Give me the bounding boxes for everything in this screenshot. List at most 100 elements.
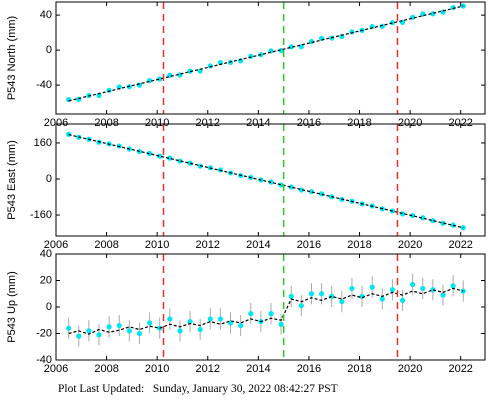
x-tick-label: 2008 bbox=[94, 117, 118, 129]
data-point bbox=[167, 155, 173, 161]
data-point bbox=[177, 158, 183, 164]
data-point bbox=[288, 293, 294, 299]
y-tick-label: 0 bbox=[46, 173, 52, 185]
x-tick-label: 2020 bbox=[398, 239, 422, 251]
x-tick-label: 2022 bbox=[448, 117, 472, 129]
data-point bbox=[278, 321, 284, 327]
data-point bbox=[318, 191, 325, 197]
data-point bbox=[136, 330, 143, 337]
data-point bbox=[177, 328, 183, 334]
data-point bbox=[187, 68, 193, 74]
data-point bbox=[349, 285, 355, 292]
model-line bbox=[68, 5, 464, 102]
data-point bbox=[167, 316, 173, 322]
data-point bbox=[399, 211, 406, 217]
y-tick-label: 0 bbox=[46, 44, 52, 56]
data-point bbox=[66, 131, 72, 137]
data-point bbox=[207, 316, 213, 322]
x-tick-label: 2008 bbox=[94, 239, 118, 251]
data-point bbox=[339, 299, 345, 305]
y-tick-label: -40 bbox=[36, 79, 52, 91]
data-point bbox=[430, 218, 436, 224]
x-tick-label: 2010 bbox=[145, 239, 169, 251]
data-point bbox=[399, 297, 406, 303]
data-point bbox=[389, 19, 396, 26]
x-tick-label: 2006 bbox=[44, 363, 68, 375]
data-point bbox=[217, 316, 224, 322]
x-tick-label: 2016 bbox=[297, 363, 321, 375]
data-point bbox=[76, 333, 82, 339]
data-point bbox=[450, 5, 456, 11]
data-point bbox=[278, 182, 284, 188]
data-point bbox=[207, 63, 213, 69]
x-tick-label: 2014 bbox=[246, 239, 270, 251]
data-point bbox=[116, 322, 122, 329]
x-tick-label: 2008 bbox=[94, 363, 118, 375]
data-point bbox=[106, 87, 112, 93]
x-tick-label: 2016 bbox=[297, 117, 321, 129]
plot-frame bbox=[55, 1, 486, 115]
data-point bbox=[96, 92, 102, 98]
x-tick-label: 2018 bbox=[347, 117, 371, 129]
data-point bbox=[197, 326, 203, 333]
data-point bbox=[268, 311, 274, 317]
y-tick-label: -40 bbox=[36, 354, 52, 366]
x-tick-label: 2010 bbox=[145, 363, 169, 375]
data-point bbox=[146, 150, 153, 157]
footer: Plot Last Updated: Sunday, January 30, 2… bbox=[58, 383, 338, 395]
data-point bbox=[440, 292, 446, 298]
y-tick-label: 0 bbox=[46, 301, 52, 313]
data-point bbox=[349, 29, 355, 35]
data-point bbox=[440, 220, 446, 226]
x-tick-label: 2012 bbox=[196, 363, 220, 375]
data-point bbox=[298, 303, 304, 309]
y-tick-label: -160 bbox=[30, 209, 52, 221]
x-tick-label: 2006 bbox=[44, 239, 68, 251]
data-point bbox=[308, 291, 315, 297]
x-tick-label: 2020 bbox=[398, 117, 422, 129]
data-point bbox=[187, 318, 193, 325]
y-tick-label: 20 bbox=[40, 274, 52, 286]
model-line bbox=[68, 287, 464, 335]
data-point bbox=[157, 153, 163, 159]
x-tick-label: 2022 bbox=[448, 239, 472, 251]
data-point bbox=[96, 332, 102, 338]
data-point bbox=[379, 296, 385, 302]
data-point bbox=[248, 311, 254, 317]
data-point bbox=[329, 293, 335, 299]
y-axis-label: P543 North (mm) bbox=[6, 16, 18, 100]
x-tick-label: 2014 bbox=[246, 117, 270, 129]
data-point bbox=[126, 328, 132, 334]
data-point bbox=[238, 322, 244, 329]
data-point bbox=[288, 184, 294, 190]
x-tick-label: 2012 bbox=[196, 117, 220, 129]
x-tick-label: 2012 bbox=[196, 239, 220, 251]
x-tick-label: 2014 bbox=[246, 363, 270, 375]
data-point bbox=[450, 283, 456, 289]
data-point bbox=[318, 291, 325, 297]
data-point bbox=[197, 68, 203, 74]
data-point bbox=[106, 324, 112, 330]
data-point bbox=[430, 287, 436, 293]
data-point bbox=[308, 39, 315, 45]
data-point bbox=[379, 23, 385, 29]
x-tick-label: 2018 bbox=[347, 239, 371, 251]
data-point bbox=[389, 287, 396, 293]
y-tick-label: -20 bbox=[36, 327, 52, 339]
x-tick-label: 2022 bbox=[448, 363, 472, 375]
y-axis-label: P543 East (mm) bbox=[6, 140, 18, 219]
x-tick-label: 2020 bbox=[398, 363, 422, 375]
y-tick-label: 40 bbox=[40, 248, 52, 260]
chart: 2006 2008 2010 2012 2014 2016 2018 2020 2022 -40 0… bbox=[6, 1, 486, 375]
y-tick-label: 160 bbox=[34, 137, 52, 149]
data-point bbox=[450, 222, 456, 228]
data-point bbox=[308, 189, 315, 195]
x-tick-label: 2006 bbox=[44, 117, 68, 129]
data-point bbox=[66, 96, 72, 103]
x-tick-label: 2018 bbox=[347, 363, 371, 375]
data-point bbox=[420, 285, 426, 292]
data-point bbox=[187, 160, 193, 166]
data-point bbox=[66, 325, 72, 331]
data-point bbox=[278, 48, 284, 54]
